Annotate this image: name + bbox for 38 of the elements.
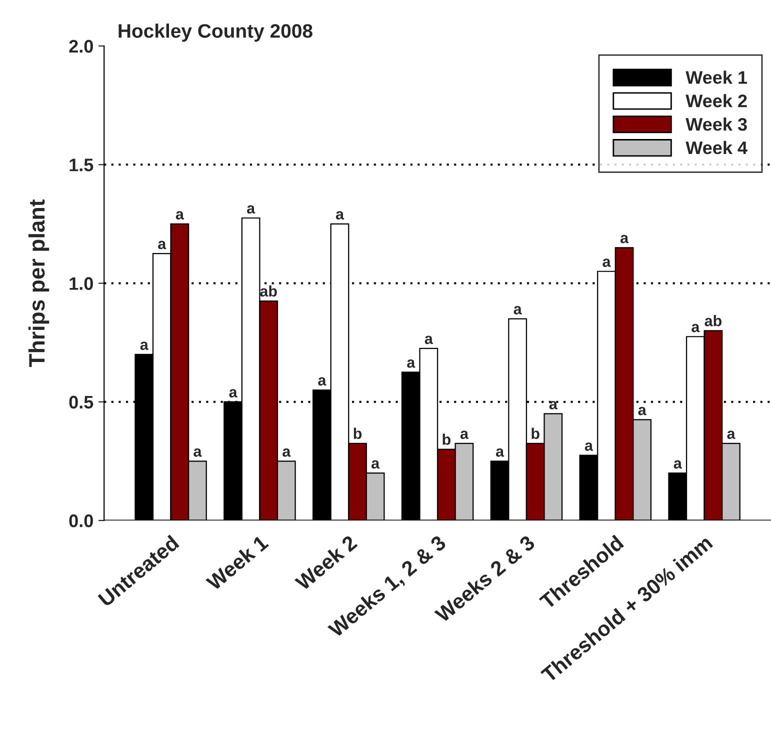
data-label: b [354,428,362,439]
y-tick-label: 1.5 [70,158,94,172]
data-label: a [674,460,682,469]
data-label: a [282,448,291,457]
y-axis-title: Thrips per plant [28,200,50,367]
data-label: a [247,205,256,214]
chart-title: Hockley County 2008 [118,24,312,42]
data-label: a [602,258,611,267]
y-tick-label: 0.0 [69,514,93,528]
data-label: a [194,448,202,457]
legend-label: Week 4 [686,140,748,154]
data-label: a [692,324,700,332]
legend-label: Week 1 [686,70,748,84]
data-label: a [407,359,416,368]
legend-label: Week 3 [686,117,747,131]
data-label: a [158,240,166,250]
y-tick-label: 2.0 [69,40,93,53]
data-label: a [229,389,238,398]
data-label: a [460,430,469,439]
data-label: a [318,377,326,386]
data-label: a [496,448,504,457]
data-label: a [638,406,646,416]
data-label: b [532,428,540,439]
legend-label: Week 2 [686,94,747,108]
data-label: a [140,342,148,350]
data-label: a [176,211,184,220]
data-label: b [442,434,450,445]
data-label: a [584,442,594,451]
y-tick-label: 1.0 [70,277,93,290]
data-label: a [372,460,380,469]
data-label: a [620,234,629,244]
y-tick-label: 0.5 [69,396,94,409]
data-label: a [514,306,522,314]
data-label: a [336,211,344,220]
data-label: a [424,336,433,344]
data-label: ab [704,315,722,326]
data-label: a [727,430,736,439]
data-label: a [549,400,558,410]
